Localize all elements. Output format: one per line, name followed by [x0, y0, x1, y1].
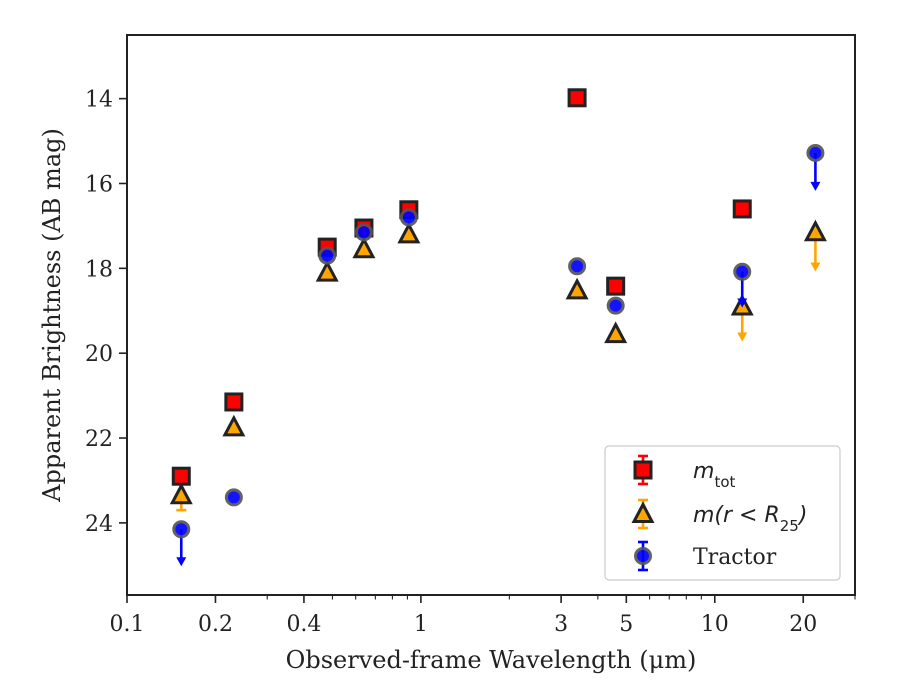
triangle-marker — [565, 277, 589, 300]
data-point — [224, 488, 243, 507]
circle-marker — [634, 547, 652, 565]
triangle-marker — [222, 414, 246, 437]
x-tick-label: 0.2 — [198, 612, 233, 637]
y-tick-label: 24 — [85, 512, 113, 537]
plot-frame — [126, 34, 856, 596]
triangle-marker — [631, 501, 655, 523]
circle-marker — [733, 262, 752, 281]
x-tick-label: 3 — [554, 612, 568, 637]
marks-layer — [169, 88, 827, 567]
limit-arrow-head — [810, 181, 821, 191]
legend-label: Tractor — [693, 545, 777, 570]
legend-box — [604, 445, 841, 581]
series-triangle — [169, 219, 827, 512]
limit-arrow-head — [810, 262, 821, 272]
data-point — [169, 482, 193, 512]
data-point — [171, 466, 191, 486]
triangle-marker — [315, 259, 339, 282]
data-point — [399, 208, 418, 227]
data-point — [568, 257, 587, 276]
square-marker — [224, 392, 244, 412]
data-point — [806, 143, 825, 191]
data-point — [567, 88, 587, 108]
circle-marker — [568, 257, 587, 276]
circle-marker — [806, 143, 825, 162]
data-point — [732, 199, 752, 219]
legend-entry: Tractor — [634, 540, 777, 572]
square-marker — [567, 88, 587, 108]
x-tick-label: 0.1 — [110, 612, 145, 637]
series-circle — [172, 143, 825, 567]
y-tick-label: 18 — [85, 257, 113, 282]
data-point — [565, 277, 589, 300]
data-point — [222, 414, 246, 437]
y-tick-label: 14 — [85, 88, 113, 113]
y-tick-label: 16 — [85, 172, 113, 197]
circle-marker — [318, 246, 337, 265]
limit-arrow-head — [737, 298, 748, 308]
data-point — [397, 221, 421, 244]
data-point — [172, 520, 191, 567]
triangle-marker — [803, 219, 827, 242]
x-tick-label: 5 — [619, 612, 633, 637]
data-point — [803, 219, 827, 272]
triangle-marker — [169, 482, 193, 505]
triangle-marker — [352, 236, 376, 259]
series-square — [171, 88, 752, 486]
data-point — [318, 246, 337, 265]
x-axis-label: Observed-frame Wavelength (μm) — [286, 646, 697, 674]
data-point — [606, 276, 626, 296]
square-marker — [732, 199, 752, 219]
circle-marker — [224, 488, 243, 507]
circle-marker — [606, 296, 625, 315]
x-tick-label: 20 — [789, 612, 817, 637]
square-marker — [606, 276, 626, 296]
triangle-marker — [604, 321, 628, 344]
square-marker — [171, 466, 191, 486]
x-tick-label: 1 — [414, 612, 428, 637]
data-point — [733, 262, 752, 308]
limit-arrow-head — [737, 332, 748, 342]
data-point — [315, 259, 339, 282]
square-marker — [633, 460, 653, 480]
data-point — [606, 296, 625, 315]
ticks-layer: 0.1 0.2 0.4 1 3 5 10 20 14 16 18 20 22 24 — [85, 88, 856, 637]
circle-marker — [354, 223, 373, 242]
y-tick-label: 22 — [85, 427, 113, 452]
x-tick-label: 10 — [701, 612, 729, 637]
y-tick-label: 20 — [85, 342, 113, 367]
circle-marker — [399, 208, 418, 227]
data-point — [224, 392, 244, 412]
data-point — [354, 223, 373, 242]
data-point — [352, 236, 376, 259]
data-point — [604, 321, 628, 344]
x-tick-label: 0.4 — [286, 612, 321, 637]
circle-marker — [172, 520, 191, 539]
triangle-marker — [397, 221, 421, 244]
y-axis-label: Apparent Brightness (AB mag) — [38, 128, 66, 503]
limit-arrow-head — [176, 557, 187, 567]
